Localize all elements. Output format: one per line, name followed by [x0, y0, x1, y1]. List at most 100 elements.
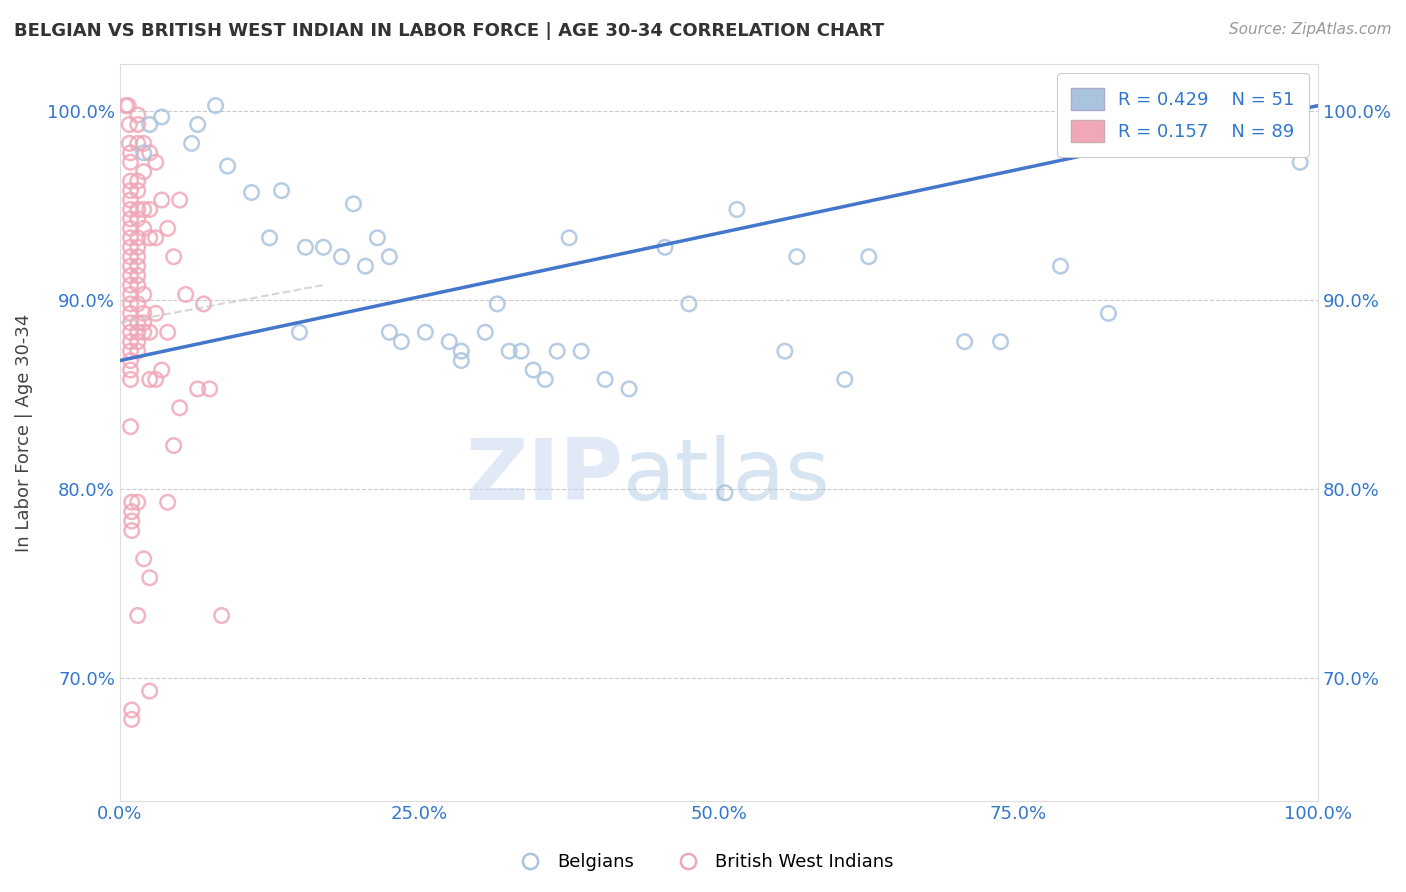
Point [121, 514, 143, 528]
Point [127, 108, 149, 122]
Point [415, 325, 437, 339]
Point [127, 334, 149, 349]
Point [198, 382, 221, 396]
Point [121, 703, 143, 717]
Text: Source: ZipAtlas.com: Source: ZipAtlas.com [1229, 22, 1392, 37]
Point [450, 344, 472, 359]
Point [127, 118, 149, 132]
Point [953, 334, 976, 349]
Point [127, 174, 149, 188]
Point [120, 231, 142, 245]
Point [127, 495, 149, 509]
Point [389, 334, 412, 349]
Point [138, 231, 160, 245]
Point [138, 372, 160, 386]
Point [127, 231, 149, 245]
Point [120, 211, 142, 226]
Point [330, 250, 353, 264]
Point [127, 250, 149, 264]
Point [145, 231, 167, 245]
Point [163, 439, 186, 453]
Point [120, 297, 142, 311]
Point [120, 306, 142, 320]
Point [127, 240, 149, 254]
Point [127, 136, 149, 151]
Point [156, 221, 179, 235]
Y-axis label: In Labor Force | Age 30-34: In Labor Force | Age 30-34 [15, 313, 32, 551]
Point [654, 240, 676, 254]
Point [510, 344, 533, 359]
Point [558, 231, 581, 245]
Point [132, 136, 155, 151]
Point [120, 372, 142, 386]
Point [120, 259, 142, 273]
Point [120, 287, 142, 301]
Point [366, 231, 388, 245]
Point [132, 202, 155, 217]
Point [546, 344, 568, 359]
Point [120, 334, 142, 349]
Point [120, 221, 142, 235]
Text: BELGIAN VS BRITISH WEST INDIAN IN LABOR FORCE | AGE 30-34 CORRELATION CHART: BELGIAN VS BRITISH WEST INDIAN IN LABOR … [14, 22, 884, 40]
Point [204, 98, 226, 112]
Point [132, 287, 155, 301]
Point [132, 145, 155, 160]
Point [120, 202, 142, 217]
Point [725, 202, 748, 217]
Point [138, 571, 160, 585]
Point [120, 174, 142, 188]
Point [127, 325, 149, 339]
Point [127, 344, 149, 359]
Point [138, 325, 160, 339]
Point [378, 325, 401, 339]
Point [132, 552, 155, 566]
Point [120, 419, 142, 434]
Point [342, 196, 364, 211]
Point [180, 136, 202, 151]
Point [522, 363, 544, 377]
Point [474, 325, 496, 339]
Point [858, 250, 880, 264]
Text: atlas: atlas [623, 435, 831, 518]
Point [120, 325, 142, 339]
Point [678, 297, 700, 311]
Point [120, 316, 142, 330]
Point [259, 231, 281, 245]
Point [187, 382, 209, 396]
Point [150, 110, 173, 124]
Point [121, 495, 143, 509]
Point [834, 372, 856, 386]
Point [439, 334, 461, 349]
Point [132, 316, 155, 330]
Point [450, 353, 472, 368]
Point [150, 193, 173, 207]
Point [120, 353, 142, 368]
Point [714, 485, 737, 500]
Point [240, 186, 263, 200]
Point [294, 240, 316, 254]
Point [150, 363, 173, 377]
Point [120, 278, 142, 293]
Point [118, 136, 141, 151]
Point [145, 155, 167, 169]
Point [117, 98, 139, 112]
Point [118, 118, 141, 132]
Point [169, 193, 191, 207]
Point [156, 495, 179, 509]
Point [121, 524, 143, 538]
Point [211, 608, 233, 623]
Point [169, 401, 191, 415]
Point [127, 184, 149, 198]
Point [312, 240, 335, 254]
Legend: R = 0.429    N = 51, R = 0.157    N = 89: R = 0.429 N = 51, R = 0.157 N = 89 [1057, 73, 1309, 157]
Point [1253, 98, 1275, 112]
Point [288, 325, 311, 339]
Point [120, 240, 142, 254]
Point [990, 334, 1012, 349]
Point [145, 306, 167, 320]
Point [120, 184, 142, 198]
Point [174, 287, 197, 301]
Point [121, 505, 143, 519]
Point [127, 278, 149, 293]
Point [138, 202, 160, 217]
